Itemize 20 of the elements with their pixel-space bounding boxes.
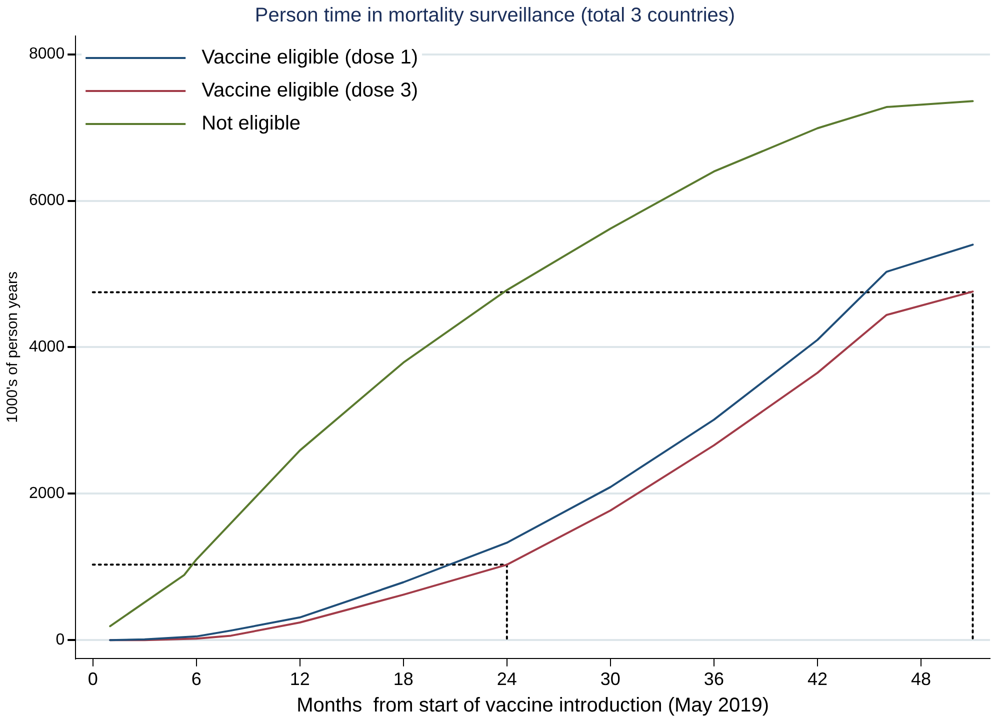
x-tick-label: 24 xyxy=(496,669,517,690)
legend-label: Vaccine eligible (dose 1) xyxy=(202,46,418,69)
x-tick-label: 36 xyxy=(704,669,724,690)
y-tick-label: 6000 xyxy=(29,192,65,210)
y-axis-title: 1000's of person years xyxy=(4,272,22,423)
x-tick-label: 30 xyxy=(600,669,620,690)
x-tick-label: 48 xyxy=(910,669,932,690)
x-axis-title: Months from start of vaccine introduction (May 2019) xyxy=(296,694,770,717)
x-tick-label: 12 xyxy=(290,669,310,690)
x-tick-label: 6 xyxy=(191,669,202,690)
y-tick-label: 0 xyxy=(56,632,65,648)
y-tick-label: 2000 xyxy=(29,485,65,502)
x-tick-label: 18 xyxy=(393,669,414,690)
y-tick-label: 8000 xyxy=(29,46,65,63)
legend-label: Vaccine eligible (dose 3) xyxy=(202,80,418,102)
y-tick-label: 4000 xyxy=(29,338,65,356)
x-tick-label: 42 xyxy=(807,669,828,690)
x-tick-label: 0 xyxy=(88,669,98,690)
legend-label: Not eligible xyxy=(202,112,301,135)
chart-title: Person time in mortality surveillance (total 3 countries) xyxy=(254,4,736,27)
